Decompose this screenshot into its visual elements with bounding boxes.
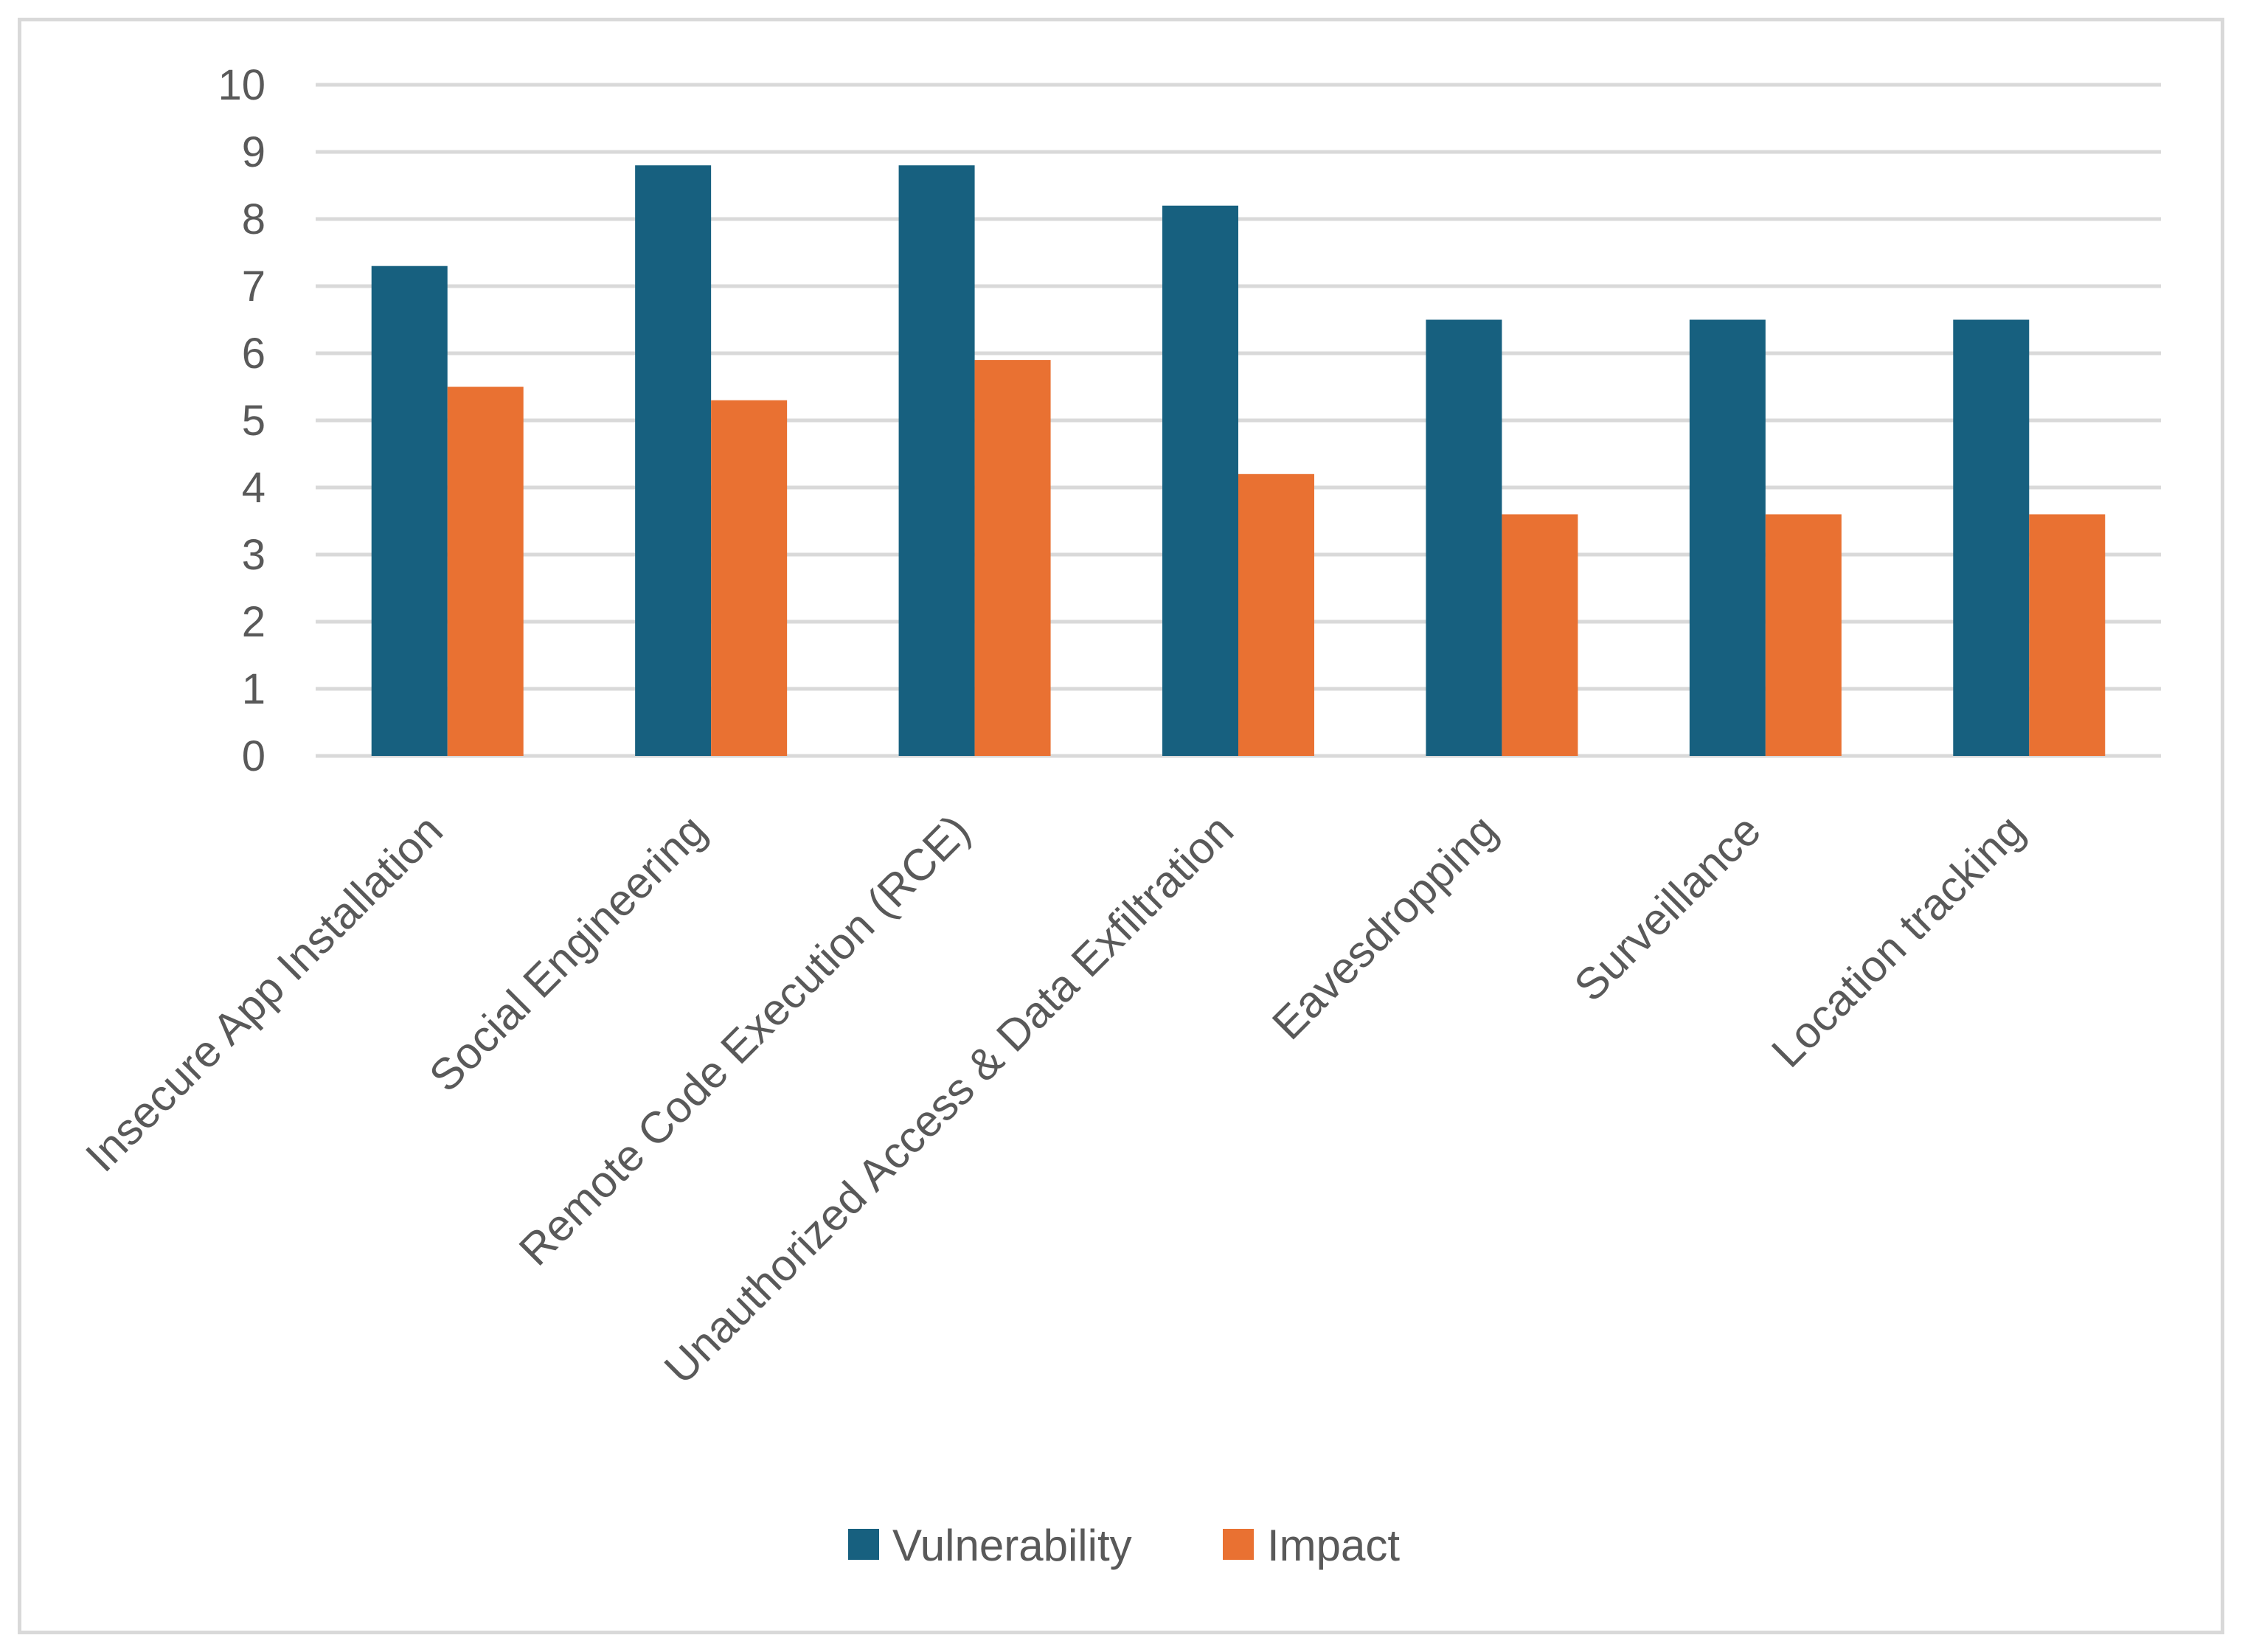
x-category-label: Location tracking bbox=[1762, 805, 2033, 1077]
bars bbox=[371, 165, 2106, 757]
y-tick-label: 5 bbox=[242, 397, 266, 445]
legend-label-impact: Impact bbox=[1267, 1521, 1400, 1570]
x-category-label: Insecure App Installation bbox=[76, 805, 452, 1181]
legend-swatch-vulnerability bbox=[848, 1529, 879, 1560]
bar-impact-4 bbox=[1238, 473, 1314, 756]
y-tick-label: 8 bbox=[242, 195, 266, 243]
y-tick-label: 0 bbox=[242, 732, 266, 780]
y-tick-label: 4 bbox=[242, 464, 266, 512]
bar-impact-7 bbox=[2029, 514, 2106, 756]
legend-label-vulnerability: Vulnerability bbox=[892, 1521, 1132, 1570]
y-tick-label: 1 bbox=[242, 665, 266, 713]
legend: Vulnerability Impact bbox=[848, 1521, 1400, 1570]
y-tick-label: 9 bbox=[242, 128, 266, 176]
bar-impact-6 bbox=[1765, 514, 1842, 756]
legend-swatch-impact bbox=[1223, 1529, 1254, 1560]
x-category-label: Eavesdropping bbox=[1263, 805, 1506, 1049]
bar-vulnerability-5 bbox=[1426, 319, 1502, 756]
y-axis-tick-labels: 0 1 2 3 4 5 6 7 8 9 10 bbox=[218, 61, 266, 780]
x-category-label: Remote Code Execution (RCE) bbox=[510, 805, 979, 1275]
bar-vulnerability-6 bbox=[1689, 319, 1766, 756]
y-tick-label: 2 bbox=[242, 598, 266, 646]
bar-vulnerability-7 bbox=[1953, 319, 2030, 756]
bar-impact-2 bbox=[711, 400, 788, 756]
x-category-label: Social Engineering bbox=[420, 805, 715, 1101]
bar-impact-1 bbox=[447, 386, 524, 756]
y-tick-label: 7 bbox=[242, 263, 266, 310]
bar-impact-5 bbox=[1502, 514, 1578, 756]
bar-vulnerability-3 bbox=[898, 165, 975, 756]
y-tick-label: 3 bbox=[242, 531, 266, 579]
y-tick-label: 10 bbox=[218, 61, 266, 109]
bar-impact-3 bbox=[974, 360, 1051, 757]
x-category-label: Surveillance bbox=[1565, 805, 1770, 1010]
x-category-label: Unauthorized Access & Data Exfiltration bbox=[655, 805, 1243, 1393]
bar-vulnerability-4 bbox=[1162, 205, 1238, 756]
bar-vulnerability-1 bbox=[371, 266, 448, 756]
y-tick-label: 6 bbox=[242, 330, 266, 378]
bar-vulnerability-2 bbox=[635, 165, 712, 756]
